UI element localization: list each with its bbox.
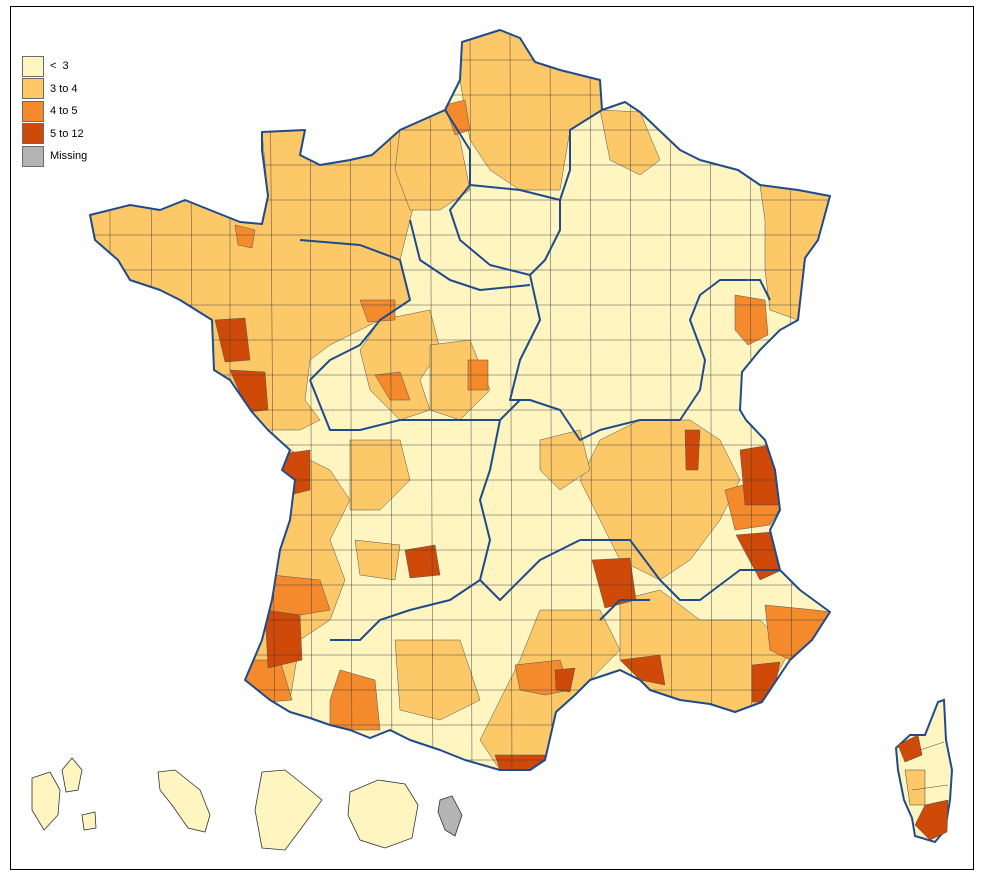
zone-charente-5to12 bbox=[274, 449, 311, 496]
corsica bbox=[894, 698, 954, 844]
martinique bbox=[157, 769, 211, 833]
guadeloupe bbox=[31, 757, 97, 831]
zone-vendee-4to5 bbox=[374, 371, 411, 401]
legend-label: 5 to 12 bbox=[50, 127, 84, 140]
zone-brittany-4to5 bbox=[234, 224, 256, 249]
legend-swatch bbox=[22, 55, 44, 77]
legend: < 3 3 to 4 4 to 5 5 to 12 Missing bbox=[22, 55, 87, 168]
legend-swatch bbox=[22, 123, 44, 145]
legend-item-lt3: < 3 bbox=[22, 55, 87, 78]
zone-champagne-3to4 bbox=[599, 109, 661, 176]
zone-vendee-coast-5to12 bbox=[229, 369, 269, 413]
legend-item-missing: Missing bbox=[22, 145, 87, 168]
zone-centre-3to4 bbox=[349, 439, 411, 511]
zone-sw-inner-3to4 bbox=[354, 539, 401, 581]
legend-swatch bbox=[22, 145, 44, 167]
legend-swatch bbox=[22, 78, 44, 100]
zone-gironde-5to12 bbox=[264, 609, 303, 669]
legend-item-5to12: 5 to 12 bbox=[22, 123, 87, 146]
zone-lot-5to12 bbox=[404, 544, 441, 579]
legend-label: Missing bbox=[50, 150, 88, 163]
mayotte bbox=[437, 795, 463, 837]
legend-swatch bbox=[22, 100, 44, 122]
legend-label: < 3 bbox=[50, 60, 69, 73]
legend-label: 3 to 4 bbox=[50, 82, 78, 95]
zone-aude-5to12 bbox=[554, 667, 576, 693]
guyane bbox=[254, 769, 323, 851]
legend-label: 4 to 5 bbox=[50, 105, 78, 118]
zone-bouches-5to12 bbox=[619, 654, 666, 686]
zone-pyrenees-3to4 bbox=[394, 639, 481, 721]
zone-isere-5to12 bbox=[684, 429, 701, 471]
zone-roussillon-5to12 bbox=[494, 754, 546, 770]
zone-var-4to5 bbox=[764, 604, 830, 661]
region-borders bbox=[89, 29, 831, 771]
zone-hsavoie-5to12 bbox=[739, 444, 781, 506]
overseas-departments bbox=[31, 757, 463, 851]
legend-item-3to4: 3 to 4 bbox=[22, 78, 87, 101]
legend-item-4to5: 4 to 5 bbox=[22, 100, 87, 123]
reunion bbox=[347, 779, 419, 849]
